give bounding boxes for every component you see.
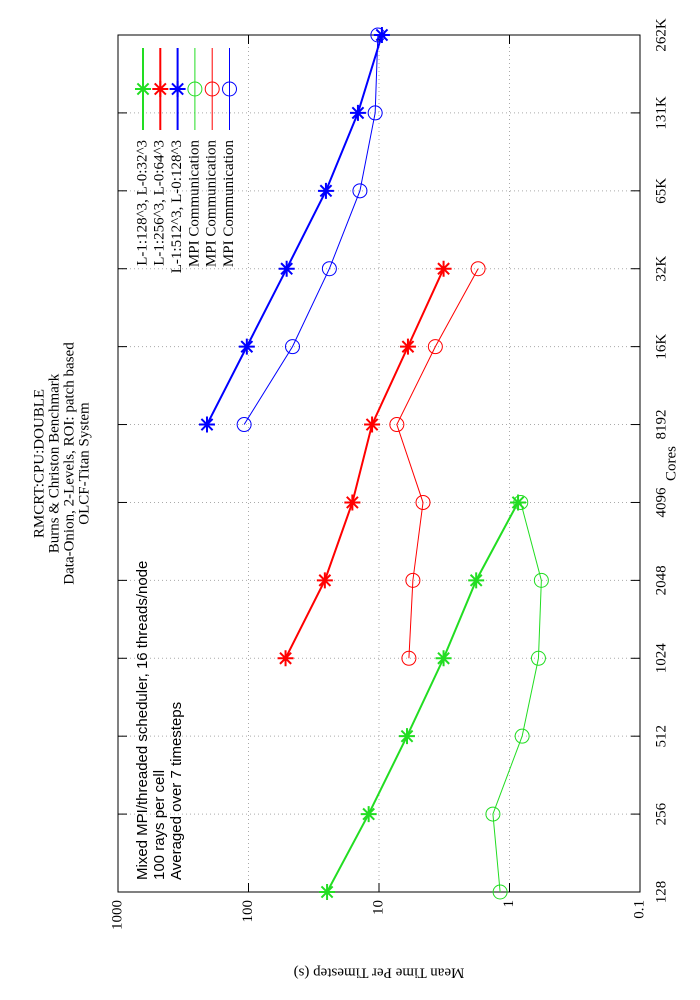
- legend-label: L-1:256^3, L-0:64^3: [152, 140, 168, 266]
- star-marker: [360, 806, 377, 823]
- star-marker: [349, 104, 366, 121]
- circle-marker: [533, 572, 549, 588]
- x-tick-label: 131K: [653, 96, 669, 130]
- star-marker: [344, 494, 361, 511]
- star-marker: [435, 260, 452, 277]
- chart-title: RMCRT:CPU:DOUBLE: [31, 389, 47, 538]
- legend-label: L-1:512^3, L-0:128^3: [169, 140, 185, 273]
- series-line: [243, 34, 379, 425]
- series-line: [326, 501, 519, 893]
- star-marker: [510, 494, 527, 511]
- star-marker: [435, 650, 452, 667]
- legend-label: MPI Communication: [221, 140, 237, 268]
- rotated-chart: 0.1 1 10 100 1000 128 256 512 1024 2048 4096 8192 16…: [31, 18, 679, 980]
- star-marker: [399, 338, 416, 355]
- star-marker: [373, 27, 390, 43]
- star-marker: [238, 338, 255, 355]
- x-tick-label: 65K: [653, 178, 669, 204]
- series-line: [206, 34, 383, 426]
- circle-marker: [470, 261, 486, 277]
- legend-marker: [204, 81, 220, 97]
- star-marker: [364, 416, 381, 433]
- series-line: [492, 502, 542, 893]
- x-tick-label: 128: [653, 881, 669, 904]
- y-tick-label: 1: [501, 900, 517, 908]
- circle-marker: [485, 806, 501, 822]
- x-tick-label: 4096: [653, 487, 669, 518]
- circle-marker: [367, 105, 383, 121]
- y-tick-label: 10: [370, 900, 386, 915]
- circle-marker: [236, 417, 252, 433]
- circle-marker: [427, 339, 443, 355]
- annotation: Mixed MPI/threaded scheduler, 16 threads…: [134, 561, 151, 880]
- star-marker: [198, 416, 215, 433]
- series-line: [396, 268, 479, 659]
- circle-marker: [405, 572, 421, 588]
- chart-title: Data-Onion, 2-Levels, ROI: patch based: [61, 342, 77, 585]
- y-tick-label: 100: [240, 900, 256, 923]
- x-axis-label: Cores: [663, 446, 679, 481]
- legend-marker: [135, 81, 151, 97]
- legend-marker: [187, 81, 203, 97]
- legend-label: MPI Communication: [204, 140, 220, 268]
- legend-marker: [222, 81, 237, 97]
- circle-marker: [492, 884, 508, 900]
- circle-marker: [530, 650, 546, 666]
- star-marker: [278, 260, 295, 277]
- circle-marker: [285, 339, 301, 355]
- circle-marker: [352, 183, 368, 199]
- circle-marker: [415, 494, 431, 510]
- x-tick-label: 512: [653, 725, 669, 748]
- legend-marker: [169, 81, 186, 97]
- x-tick-label: 8192: [653, 410, 669, 440]
- y-tick-label: 1000: [109, 900, 125, 930]
- star-marker: [468, 572, 485, 589]
- x-tick-label: 32K: [653, 256, 669, 282]
- y-axis-label: Mean Time Per Timestep (s): [294, 965, 465, 981]
- star-marker: [317, 182, 334, 199]
- circle-marker: [513, 494, 529, 510]
- x-tick-label: 262K: [653, 18, 669, 52]
- y-tick-label: 0.1: [631, 900, 647, 919]
- chart-title: Burns & Christon Benchmark: [46, 373, 62, 553]
- series-line: [284, 268, 445, 659]
- star-marker: [316, 572, 333, 589]
- annotation: 100 rays per cell: [151, 770, 168, 880]
- legend-marker: [152, 81, 169, 97]
- circle-marker: [370, 27, 386, 43]
- circle-marker: [321, 261, 337, 277]
- x-tick-label: 256: [653, 802, 669, 825]
- x-tick-label: 1024: [653, 643, 669, 674]
- circle-marker: [389, 417, 405, 433]
- chart-title: OLCF-Titan System: [76, 402, 92, 525]
- circle-marker: [514, 728, 530, 744]
- star-marker: [399, 728, 416, 745]
- legend-label: L-1:128^3, L-0:32^3: [134, 140, 150, 266]
- x-tick-label: 16K: [653, 334, 669, 360]
- x-tick-label: 2048: [653, 565, 669, 595]
- star-marker: [319, 884, 336, 900]
- legend-label: MPI Communication: [186, 140, 202, 268]
- circle-marker: [401, 650, 417, 666]
- annotation: Averaged over 7 timesteps: [168, 702, 185, 880]
- star-marker: [277, 650, 294, 667]
